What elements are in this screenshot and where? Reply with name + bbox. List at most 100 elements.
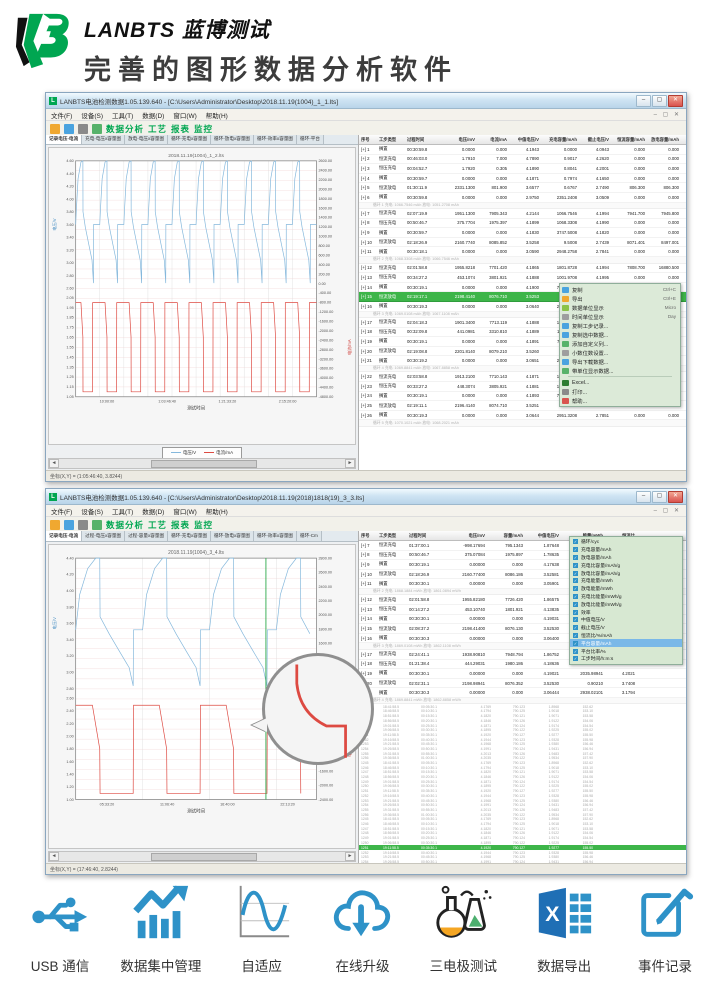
column-option[interactable]: ✓ 充电比能量/mWh/g: [573, 593, 622, 600]
toolbar-button[interactable]: 监控: [194, 520, 214, 530]
record-row[interactable]: 1253 19:21:58.5 00:45:30.1 4.1968 790.125 1.9…: [361, 798, 593, 803]
column-option[interactable]: ✓ 放电比容量/mAh/g: [573, 570, 621, 577]
table-row[interactable]: [+] 3 恒压充电 00:04:52.7 1.7920 0.305 4.1890 0.80…: [359, 164, 686, 174]
checkbox-icon[interactable]: ✓: [573, 578, 578, 584]
table-row[interactable]: [+] 21搁置00:30:30.30.000000.0003.06444293…: [359, 688, 686, 698]
menu-item[interactable]: 设备(S): [81, 508, 103, 516]
context-menu-item[interactable]: 带单位显示数据...: [560, 366, 680, 375]
scroll-thumb[interactable]: [150, 459, 257, 468]
checkbox-icon[interactable]: ✓: [573, 656, 578, 662]
checkbox-icon[interactable]: ✓: [573, 562, 578, 568]
checkbox-icon[interactable]: ✓: [573, 539, 578, 545]
context-menu-item[interactable]: 数据单位显示 Micro: [560, 303, 680, 312]
record-row[interactable]: 1256 19:36:58.5 01:00:30.1 4.2035 790.122 1.9…: [361, 812, 593, 817]
cycle-summary-row[interactable]: 循环 3 充电: 1069.0108 mAh 放电: 1067.1108 mAh: [359, 311, 686, 318]
tab-2[interactable]: 放电-电压x容量图: [125, 135, 169, 144]
tab-6[interactable]: 循环-Cm: [297, 531, 322, 541]
context-menu-item[interactable]: 帮助...: [560, 396, 680, 405]
table-row[interactable]: [+] 4 搁置 00:30:59.7 0.0000 0.000 4.1871 0.7974…: [359, 174, 686, 184]
table-row[interactable]: [+] 8 恒压充电 00:50:46.7 375.7704 1975.397 4.189…: [359, 219, 686, 229]
context-menu-item[interactable]: 时间单位显示 Day: [560, 312, 680, 321]
record-row[interactable]: 1253 19:21:58.5 00:45:30.1 4.1968 790.125 1.9…: [361, 855, 593, 860]
table-row[interactable]: [+] 5 恒流放电 01:30:11.9 2331.1300 801.900 3.657…: [359, 183, 686, 193]
chart-hscrollbar[interactable]: ◄ ►: [48, 851, 356, 862]
cycle-summary-row[interactable]: 循环 4 充电: 1069.8841 mAh 放电: 1067.8858 mAh: [359, 365, 686, 373]
column-option[interactable]: ✓ 充电容量/mAh: [573, 547, 612, 554]
tab-5[interactable]: 循环-效率x容量图: [254, 135, 298, 144]
titlebar[interactable]: L LANBTS电池检测数据1.05.139.640 - [C:\Users\A…: [46, 489, 686, 505]
column-option[interactable]: ✓ 放电能量/mWh: [573, 586, 613, 593]
checkbox-icon[interactable]: ✓: [573, 547, 578, 553]
toolbar-button[interactable]: 报表: [171, 520, 191, 530]
toolbar-icon[interactable]: [92, 520, 102, 530]
tab-5[interactable]: 循环-效率x容量图: [254, 531, 298, 541]
cycle-summary-row[interactable]: 循环 3 充电: 1869.0108 mWh 放电: 1862.1108 mWh: [359, 643, 686, 650]
column-option[interactable]: ✓ 中值电压/V: [573, 617, 605, 624]
menu-item[interactable]: 工具(T): [111, 508, 134, 516]
checkbox-icon[interactable]: ✓: [573, 609, 578, 615]
table-row[interactable]: [+] 6 搁置 00:30:59.8 0.0000 0.000 2.9750 2351.2…: [359, 193, 686, 203]
column-option[interactable]: ✓ 截止电压/V: [573, 625, 605, 632]
table-row[interactable]: [+] 20恒流放电02:02:31.12198.989418076.3523.…: [359, 679, 686, 689]
toolbar-icon[interactable]: [64, 520, 74, 530]
toolbar-icon[interactable]: [92, 124, 102, 134]
record-row[interactable]: 1254 19:26:58.5 00:50:30.1 4.1991 790.124 1.9…: [361, 803, 593, 808]
scroll-thumb[interactable]: [150, 852, 257, 861]
context-menu-item[interactable]: 导出 Ctrl+E: [560, 294, 680, 303]
checkbox-icon[interactable]: ✓: [573, 632, 578, 638]
toolbar-icon[interactable]: [50, 124, 60, 134]
table-row[interactable]: [+] 9 搁置 00:30:59.7 0.0000 0.000 4.1830 3747.5…: [359, 228, 686, 238]
toolbar-button[interactable]: 监控: [194, 124, 214, 134]
tab-3[interactable]: 循环-充电x容量图: [168, 135, 212, 144]
menu-item[interactable]: 帮助(H): [205, 112, 228, 120]
chart-hscrollbar[interactable]: ◄ ►: [48, 458, 356, 469]
cycle-summary-row[interactable]: 循环 2 充电: 1068.3308 mAh 放电: 1066.7546 mAh: [359, 257, 686, 264]
mdi-window-controls[interactable]: – ▢ ✕: [653, 112, 681, 118]
minimize-button[interactable]: –: [636, 490, 651, 503]
checkbox-icon[interactable]: ✓: [573, 640, 578, 646]
menu-item[interactable]: 窗口(W): [173, 508, 197, 516]
menu-item[interactable]: 数据(D): [142, 508, 165, 516]
table-row[interactable]: [+] 12 恒流充电 02:01:58.8 1955.8218 7701.420 4.1…: [359, 264, 686, 274]
table-row[interactable]: [+] 2 恒流充电 00:46:03.0 1.7910 7.000 4.7890 0.90…: [359, 155, 686, 165]
toolbar-button[interactable]: 数据分析: [106, 124, 145, 134]
table-row[interactable]: [+] 7 恒流充电 02:07:19.9 1951.1300 7905.343 4.21…: [359, 209, 686, 219]
column-option[interactable]: ✓ 恒流比/%/mAh: [573, 632, 613, 639]
close-button[interactable]: ✕: [668, 490, 683, 503]
cycle-summary-row[interactable]: 循环 2 充电: 1868.1884 mWh 放电: 1861.0894 mWh: [359, 588, 686, 596]
tab-3[interactable]: 循环-充电x容量图: [168, 531, 212, 541]
context-menu-item[interactable]: 复制 Ctrl+C: [560, 285, 680, 294]
context-menu-item[interactable]: 复制选中数据...: [560, 330, 680, 339]
table-row[interactable]: [+] 11 搁置 00:30:18.1 0.0000 0.000 3.0590 2948.…: [359, 247, 686, 258]
record-row[interactable]: 1254 19:26:58.5 00:50:30.1 4.1991 790.124 1.9…: [361, 859, 593, 864]
context-menu-item[interactable]: Excel...: [560, 378, 680, 387]
tab-0[interactable]: 记录电压-电流: [46, 531, 83, 541]
tab-2[interactable]: 过程-容量x容量图: [125, 531, 169, 541]
column-option[interactable]: ✓ 工步时间/h:m:s: [573, 656, 614, 663]
context-menu-item[interactable]: 打印...: [560, 387, 680, 396]
toolbar-icon[interactable]: [78, 520, 88, 530]
tab-0[interactable]: 记录电压-电流: [46, 135, 83, 144]
menu-item[interactable]: 工具(T): [111, 112, 134, 120]
checkbox-icon[interactable]: ✓: [573, 617, 578, 623]
menu-item[interactable]: 窗口(W): [173, 112, 197, 120]
scroll-left-arrow[interactable]: ◄: [49, 852, 59, 861]
record-row[interactable]: 1253 19:21:58.5 00:45:30.1 4.1968 790.125 1.9…: [361, 742, 593, 747]
tab-1[interactable]: 过程-电压x容量图: [82, 531, 126, 541]
checkbox-icon[interactable]: ✓: [573, 593, 578, 599]
record-row[interactable]: 1254 19:26:58.5 00:50:30.1 4.1991 790.124 1.9…: [361, 746, 593, 751]
tab-6[interactable]: 循环-平台: [297, 135, 324, 144]
toolbar-button[interactable]: 数据分析: [106, 520, 145, 530]
context-menu-item[interactable]: 小数位数设置...: [560, 348, 680, 357]
table-row[interactable]: [+] 10 恒流放电 02:18:26.9 2160.7740 8085.852 3.5…: [359, 238, 686, 248]
checkbox-icon[interactable]: ✓: [573, 570, 578, 576]
tab-4[interactable]: 循环-放电x容量图: [211, 531, 255, 541]
